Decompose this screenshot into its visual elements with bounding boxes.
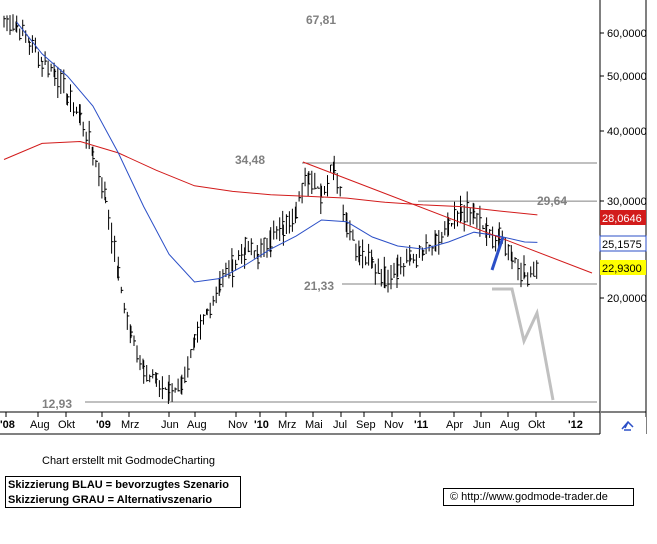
x-tick-label: Mrz <box>121 419 139 431</box>
price-annotation: 29,64 <box>537 194 567 208</box>
x-tick-label: '11 <box>414 419 428 431</box>
price-label-text: 25,1575 <box>602 239 642 251</box>
y-tick-label: 40,0000 <box>607 126 647 138</box>
x-tick-label: Sep <box>356 419 376 431</box>
source-url-text[interactable]: http://www.godmode-trader.de <box>461 491 608 503</box>
moving-average-red-line <box>3 140 538 216</box>
price-label-yellow <box>600 260 646 275</box>
price-annotation: 67,81 <box>306 13 336 27</box>
x-tick-label: Aug <box>187 419 207 431</box>
price-label-red <box>600 210 646 225</box>
copyright-icon: © <box>450 491 459 503</box>
downtrend-line <box>302 161 593 274</box>
price-label-text: 28,0646 <box>602 213 642 225</box>
chart-credit: Chart erstellt mit GodmodeCharting <box>42 455 216 467</box>
chart-tool-icon[interactable] <box>610 417 646 434</box>
y-tick-label: 30,0000 <box>607 196 647 208</box>
x-tick-label: '09 <box>96 419 111 431</box>
x-tick-label: Aug <box>500 419 520 431</box>
blue-scenario-sketch <box>490 236 505 271</box>
plot-background <box>0 0 600 412</box>
x-tick-label: '10 <box>254 419 269 431</box>
x-tick-label: Okt <box>58 419 75 431</box>
x-tick-label: Jun <box>473 419 491 431</box>
legend-grey-scenario: Skizzierung GRAU = Alternativszenario <box>8 494 213 506</box>
price-label-blue <box>599 235 647 252</box>
x-tick-label: Mrz <box>278 419 296 431</box>
x-tick-label: Jun <box>161 419 179 431</box>
y-tick-label: 50,0000 <box>607 71 647 83</box>
x-tick-label: Aug <box>30 419 50 431</box>
price-label-text: 22,9300 <box>602 263 642 275</box>
grey-scenario-sketch <box>492 287 555 401</box>
x-tick-label: '08 <box>0 419 15 431</box>
price-annotation: 12,93 <box>42 397 72 411</box>
price-annotation: 21,33 <box>304 279 334 293</box>
price-annotation: 34,48 <box>235 153 265 167</box>
x-tick-label: Apr <box>446 419 463 431</box>
moving-average-blue-line <box>16 21 538 283</box>
x-tick-label: Nov <box>384 419 404 431</box>
source-url[interactable]: © http://www.godmode-trader.de <box>443 488 634 506</box>
y-tick-label: 20,0000 <box>607 293 647 305</box>
x-tick-label: Mai <box>305 419 323 431</box>
scenario-legend: Skizzierung BLAU = bevorzugtes Szenario … <box>5 476 241 508</box>
x-tick-label: Jul <box>333 419 347 431</box>
price-bars <box>3 14 539 404</box>
x-tick-label: Okt <box>528 419 545 431</box>
y-tick-label: 60,0000 <box>607 28 647 40</box>
x-tick-label: '12 <box>568 419 583 431</box>
legend-blue-scenario: Skizzierung BLAU = bevorzugtes Szenario <box>8 479 229 491</box>
x-tick-label: Nov <box>228 419 248 431</box>
